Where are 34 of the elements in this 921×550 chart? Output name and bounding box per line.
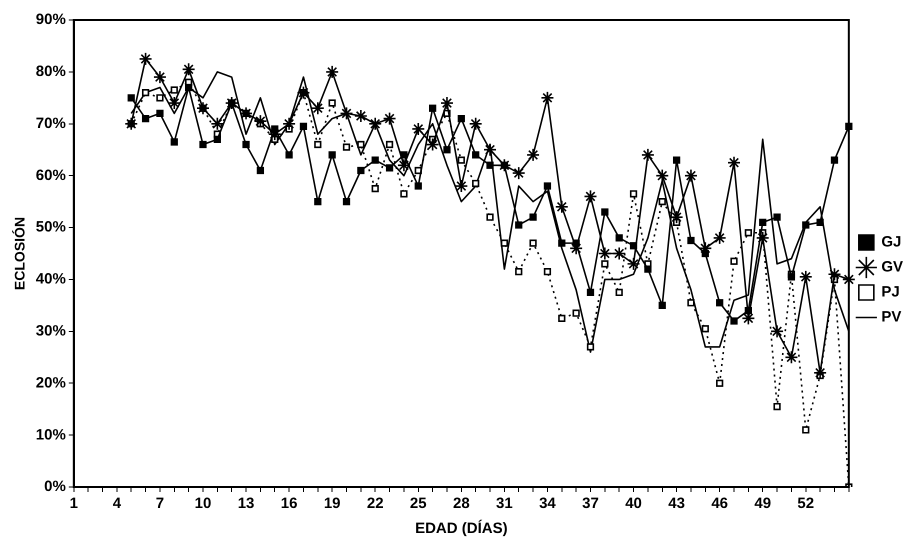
- x-tick-label: 37: [582, 495, 599, 512]
- x-tick-label: 19: [324, 495, 340, 512]
- y-tick-label: 70%: [36, 114, 66, 132]
- x-tick-label: 34: [539, 495, 556, 512]
- x-tick-label: 28: [452, 495, 470, 512]
- x-tick-label: 40: [625, 495, 642, 512]
- legend-label: GV: [881, 258, 904, 276]
- x-tick-label: 31: [496, 495, 513, 512]
- y-tick-label: 0%: [44, 478, 66, 496]
- y-tick-label: 30%: [36, 322, 66, 340]
- y-tick-label: 10%: [36, 426, 66, 444]
- x-tick-label: 13: [238, 495, 254, 512]
- y-tick-label: 50%: [36, 218, 66, 236]
- x-tick-label: 16: [280, 495, 298, 512]
- x-tick-label: 10: [194, 495, 212, 512]
- y-tick-label: 80%: [36, 63, 66, 80]
- x-tick-label: 1: [70, 495, 78, 512]
- legend-label: PV: [881, 308, 902, 326]
- y-axis-title: ECLOSIÓN: [11, 216, 28, 290]
- y-tick-label: 20%: [36, 374, 66, 392]
- x-tick-label: 4: [112, 495, 122, 512]
- x-tick-label: 25: [410, 495, 427, 512]
- x-tick-label: 7: [156, 495, 164, 512]
- legend-label: GJ: [881, 234, 902, 251]
- x-tick-label: 52: [797, 495, 814, 512]
- x-tick-label: 46: [711, 495, 728, 512]
- x-tick-label: 43: [668, 495, 685, 512]
- x-axis-title: EDAD (DÍAS): [415, 519, 508, 538]
- y-tick-label: 60%: [36, 166, 66, 184]
- y-tick-label: 40%: [36, 270, 66, 288]
- x-tick-label: 22: [366, 495, 384, 512]
- legend-label: PJ: [881, 284, 900, 301]
- y-tick-label: 90%: [36, 11, 66, 28]
- x-tick-label: 49: [754, 495, 772, 512]
